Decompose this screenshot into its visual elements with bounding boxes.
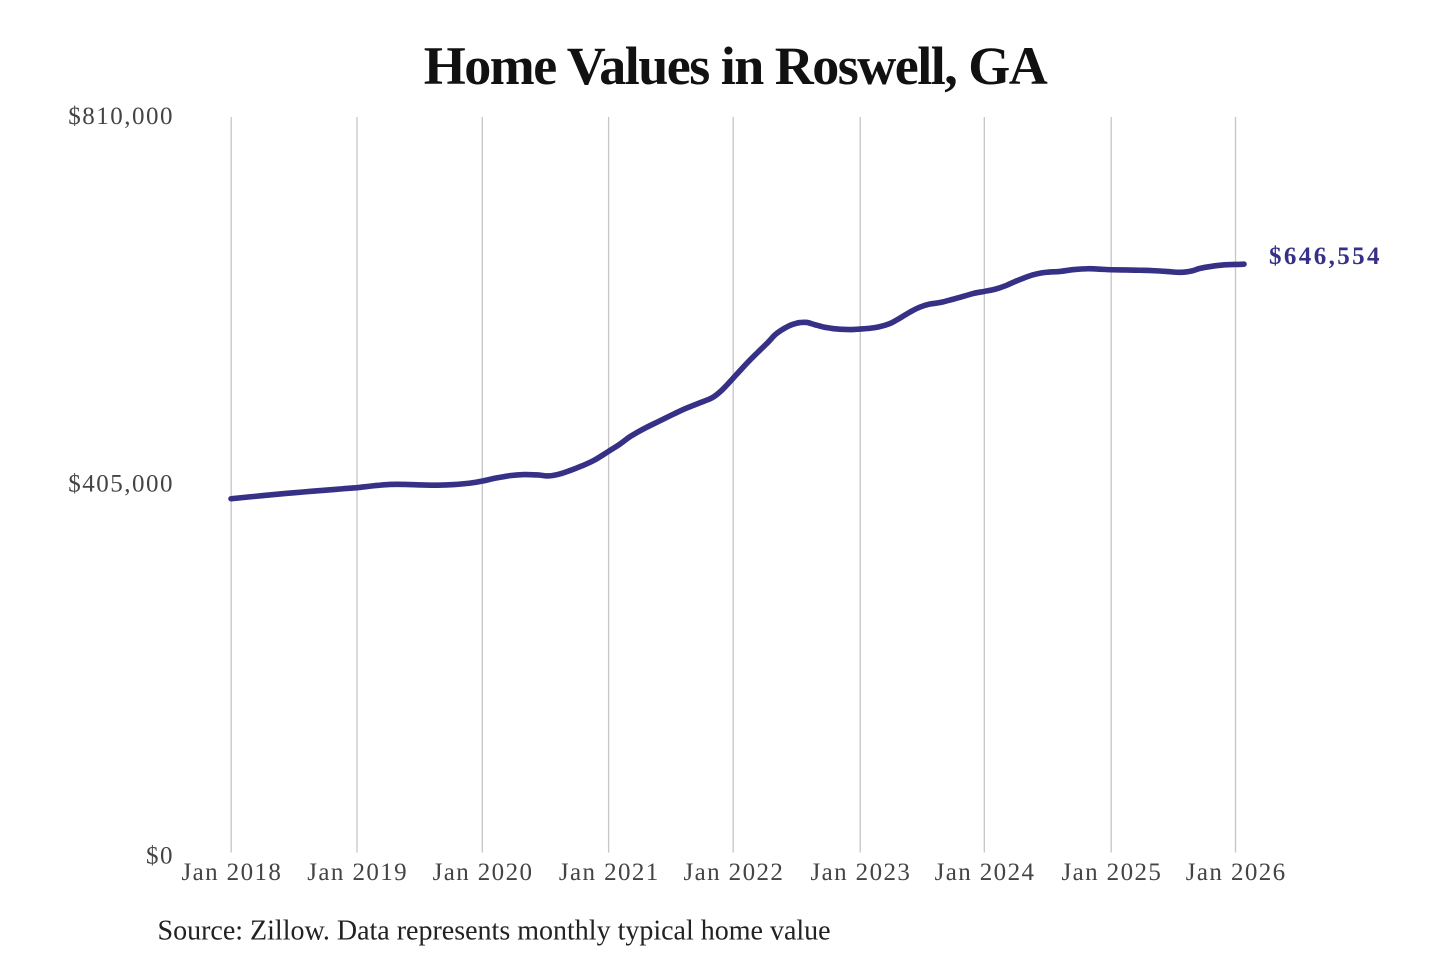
svg-text:Source: Zillow. Data represent: Source: Zillow. Data represents monthly … (158, 916, 831, 947)
svg-text:Home Values in Roswell, GA: Home Values in Roswell, GA (424, 36, 1048, 96)
svg-text:Jan 2023: Jan 2023 (811, 859, 912, 886)
svg-text:Jan 2024: Jan 2024 (935, 859, 1036, 886)
svg-text:Jan 2019: Jan 2019 (307, 859, 408, 886)
svg-text:Jan 2022: Jan 2022 (684, 859, 785, 886)
svg-text:Jan 2018: Jan 2018 (182, 859, 283, 886)
svg-text:Jan 2020: Jan 2020 (433, 859, 534, 886)
svg-text:$646,554: $646,554 (1269, 243, 1382, 270)
svg-text:$0: $0 (146, 843, 174, 870)
svg-text:Jan 2025: Jan 2025 (1062, 859, 1163, 886)
svg-text:$810,000: $810,000 (68, 103, 174, 130)
svg-text:Jan 2021: Jan 2021 (559, 859, 660, 886)
svg-text:$405,000: $405,000 (68, 471, 174, 498)
svg-text:Jan 2026: Jan 2026 (1186, 859, 1287, 886)
